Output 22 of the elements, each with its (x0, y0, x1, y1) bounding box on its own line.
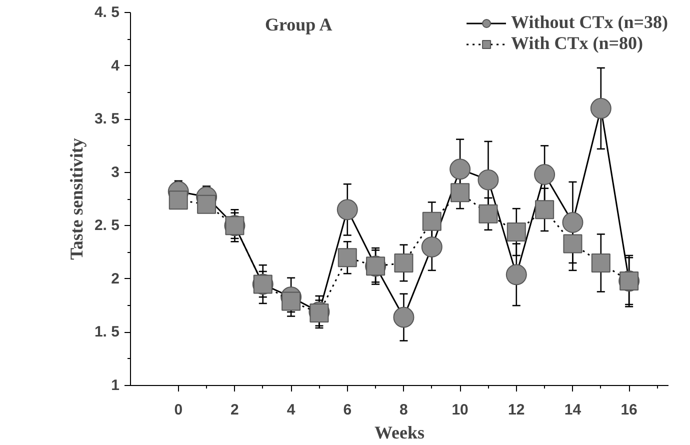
y-tick-label: 2 (111, 270, 120, 288)
y-tick-label: 2. 5 (94, 217, 120, 234)
x-tick-label: 14 (564, 402, 582, 418)
legend-label: With CTx (n=80) (511, 33, 643, 54)
x-tick-label: 2 (230, 402, 239, 418)
chart-title: Group A (265, 14, 332, 34)
x-tick-label: 4 (286, 402, 296, 418)
y-tick-label: 1 (111, 377, 120, 394)
x-tick-label: 0 (174, 402, 183, 418)
y-axis-title: Taste sensitivity (66, 138, 86, 260)
x-tick-label: 16 (620, 402, 638, 418)
legend-label: Without CTx (n=38) (511, 12, 668, 33)
x-tick-label: 10 (452, 402, 468, 418)
y-tick-label: 4. 5 (94, 4, 120, 21)
x-axis-title: Weeks (374, 422, 425, 442)
x-tick-label: 12 (508, 402, 525, 418)
y-tick-label: 3. 5 (94, 110, 120, 128)
y-tick-label: 1. 5 (94, 324, 120, 341)
x-tick-label: 8 (400, 402, 408, 418)
y-tick-label: 4 (111, 57, 120, 74)
x-tick-label: 6 (343, 402, 352, 418)
y-tick-label: 3 (111, 164, 120, 181)
